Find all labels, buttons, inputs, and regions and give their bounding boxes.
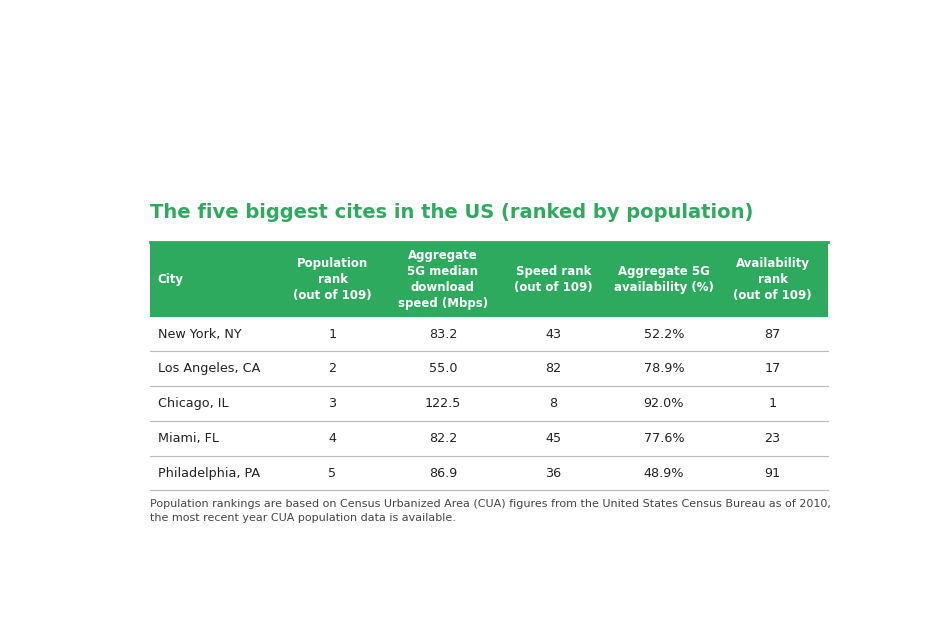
Text: 87: 87	[764, 327, 781, 340]
Text: 45: 45	[545, 432, 561, 445]
Text: 4: 4	[329, 432, 337, 445]
Text: 5: 5	[328, 466, 337, 480]
Text: Chicago, IL: Chicago, IL	[158, 397, 228, 410]
Text: The five biggest cites in the US (ranked by population): The five biggest cites in the US (ranked…	[150, 204, 754, 223]
Text: 82.2: 82.2	[429, 432, 457, 445]
Bar	[150, 351, 828, 386]
Bar	[150, 386, 828, 421]
Text: 2: 2	[329, 362, 337, 376]
Text: 86.9: 86.9	[429, 466, 457, 480]
Text: 3: 3	[328, 397, 337, 410]
Text: 91: 91	[764, 466, 780, 480]
Text: 52.2%: 52.2%	[644, 327, 684, 340]
Text: 23: 23	[764, 432, 780, 445]
Text: Los Angeles, CA: Los Angeles, CA	[158, 362, 260, 376]
Text: 55.0: 55.0	[429, 362, 457, 376]
Bar	[150, 456, 828, 490]
Text: Aggregate 5G
availability (%): Aggregate 5G availability (%)	[614, 265, 713, 293]
Text: New York, NY: New York, NY	[158, 327, 242, 340]
Text: Philadelphia, PA: Philadelphia, PA	[158, 466, 259, 480]
Bar	[150, 317, 828, 351]
Text: Aggregate
5G median
download
speed (Mbps): Aggregate 5G median download speed (Mbps…	[398, 249, 488, 310]
Text: City: City	[158, 273, 183, 286]
Text: Availability
rank
(out of 109): Availability rank (out of 109)	[733, 256, 812, 302]
Text: 122.5: 122.5	[425, 397, 462, 410]
Bar	[150, 421, 828, 456]
Text: 8: 8	[549, 397, 557, 410]
Text: Speed rank
(out of 109): Speed rank (out of 109)	[514, 265, 593, 293]
Text: 78.9%: 78.9%	[644, 362, 684, 376]
Text: Miami, FL: Miami, FL	[158, 432, 218, 445]
Text: 83.2: 83.2	[429, 327, 457, 340]
Text: 92.0%: 92.0%	[644, 397, 684, 410]
Text: 17: 17	[764, 362, 781, 376]
Text: Population
rank
(out of 109): Population rank (out of 109)	[293, 256, 372, 302]
Text: 77.6%: 77.6%	[644, 432, 684, 445]
Text: Population rankings are based on Census Urbanized Area (CUA) figures from the Un: Population rankings are based on Census …	[150, 499, 831, 523]
Text: 82: 82	[545, 362, 561, 376]
Text: 48.9%: 48.9%	[644, 466, 684, 480]
Text: 36: 36	[545, 466, 561, 480]
Text: 1: 1	[769, 397, 776, 410]
Text: 1: 1	[328, 327, 337, 340]
Text: 43: 43	[545, 327, 561, 340]
